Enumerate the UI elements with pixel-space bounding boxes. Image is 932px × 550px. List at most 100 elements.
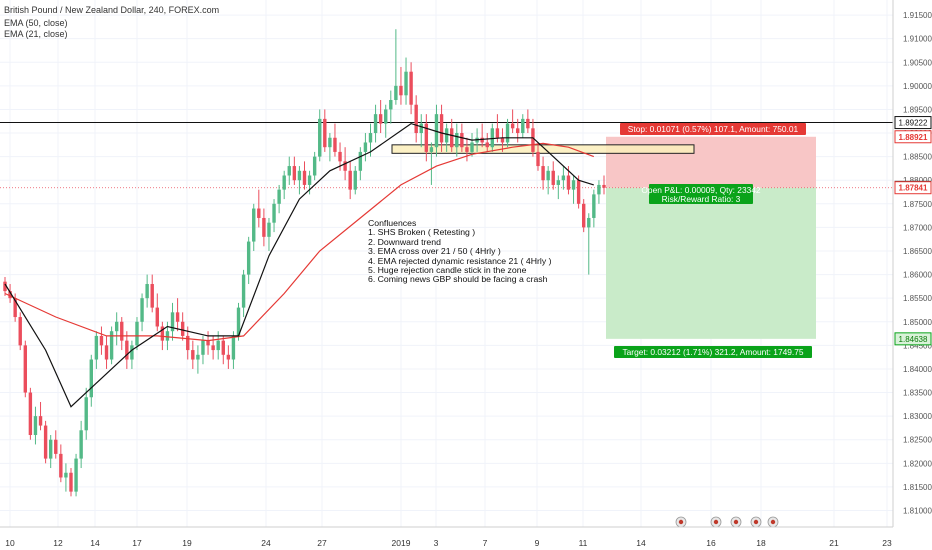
candle-body bbox=[175, 312, 180, 322]
x-tick-label: 2019 bbox=[392, 538, 411, 548]
x-tick-label: 23 bbox=[882, 538, 892, 548]
candle-body bbox=[541, 166, 545, 181]
y-tick-label: 1.89500 bbox=[903, 105, 932, 114]
candle-body bbox=[155, 307, 159, 327]
candle-body bbox=[480, 137, 484, 143]
candle-body bbox=[389, 100, 393, 110]
candle-body bbox=[282, 175, 286, 190]
price-tag-bg bbox=[894, 116, 932, 130]
candle-body bbox=[38, 416, 43, 426]
candle-body bbox=[180, 321, 185, 336]
candle-body bbox=[592, 194, 596, 218]
y-tick-label: 1.91000 bbox=[903, 35, 932, 44]
candle-body bbox=[455, 133, 459, 148]
y-tick-label: 1.85500 bbox=[903, 294, 932, 303]
x-tick-label: 3 bbox=[434, 538, 439, 548]
candle-body bbox=[252, 208, 256, 242]
candle-body bbox=[3, 281, 7, 292]
candle-body bbox=[23, 345, 28, 393]
x-tick-label: 19 bbox=[182, 538, 192, 548]
supply-zone-box bbox=[391, 144, 695, 154]
price-tag: 1.84638 bbox=[899, 335, 928, 344]
candle-body bbox=[576, 180, 581, 204]
candle-body bbox=[297, 170, 302, 181]
open-pnl-badge-bg bbox=[649, 184, 753, 204]
candle-body bbox=[348, 170, 352, 190]
candle-body bbox=[363, 142, 368, 152]
y-tick-label: 1.90500 bbox=[903, 58, 932, 67]
candle-body bbox=[89, 359, 93, 398]
candle-body bbox=[465, 147, 469, 152]
x-tick-label: 11 bbox=[579, 538, 588, 548]
x-tick-label: 16 bbox=[706, 538, 716, 548]
note-item: 5. Huge rejection candle stick in the zo… bbox=[368, 265, 527, 276]
price-tag: 1.88921 bbox=[899, 133, 928, 142]
target-zone bbox=[606, 187, 816, 339]
candle-body bbox=[287, 166, 291, 176]
candle-body bbox=[470, 142, 474, 152]
candle-body bbox=[343, 161, 347, 171]
price-tag: 1.89222 bbox=[899, 119, 928, 128]
candle-body bbox=[99, 335, 104, 346]
y-tick-label: 1.86000 bbox=[903, 271, 932, 280]
candle-body bbox=[28, 392, 33, 436]
candle-body bbox=[323, 118, 327, 148]
candle-body bbox=[43, 425, 48, 459]
event-flag-dot bbox=[713, 519, 719, 525]
candle-body bbox=[246, 241, 251, 275]
y-tick-label: 1.90000 bbox=[903, 82, 932, 91]
price-tag-bg bbox=[894, 130, 932, 144]
candle-body bbox=[221, 340, 225, 355]
y-tick-label: 1.91500 bbox=[903, 11, 932, 20]
target-badge-bg bbox=[614, 346, 812, 358]
symbol-title: British Pound / New Zealand Dollar, 240,… bbox=[4, 5, 220, 15]
open-pnl-badge-text: Open P&L: 0.00009, Qty: 23342 bbox=[641, 185, 761, 195]
candle-body bbox=[160, 326, 165, 341]
candle-body bbox=[384, 109, 388, 124]
candle-body bbox=[460, 133, 464, 148]
x-tick-label: 24 bbox=[261, 538, 271, 548]
candle-body bbox=[312, 156, 317, 176]
candle-body bbox=[510, 123, 515, 129]
candle-body bbox=[196, 354, 200, 360]
event-flag-dot bbox=[678, 519, 684, 525]
candle-body bbox=[521, 118, 525, 134]
event-flag-dot bbox=[753, 519, 759, 525]
y-tick-label: 1.83000 bbox=[903, 412, 932, 421]
candle-body bbox=[94, 335, 99, 360]
candle-body bbox=[368, 133, 373, 143]
x-tick-label: 17 bbox=[132, 538, 142, 548]
ema50-line bbox=[4, 142, 595, 342]
candle-body bbox=[150, 284, 154, 308]
event-flag-dot bbox=[733, 519, 739, 525]
candle-body bbox=[236, 307, 241, 336]
candle-body bbox=[48, 439, 53, 459]
candle-body bbox=[125, 340, 129, 360]
position-zones bbox=[606, 136, 816, 339]
note-item: 4. EMA rejected dynamic resistance 21 ( … bbox=[368, 255, 552, 266]
candle-body bbox=[211, 345, 215, 351]
candle-body bbox=[602, 184, 606, 188]
candle-body bbox=[302, 170, 307, 185]
x-tick-label: 14 bbox=[90, 538, 100, 548]
y-tick-label: 1.87500 bbox=[903, 200, 932, 209]
candle-body bbox=[59, 453, 63, 478]
y-tick-label: 1.81500 bbox=[903, 483, 932, 492]
candle-body bbox=[424, 123, 429, 152]
candle-body bbox=[409, 71, 413, 105]
candle-body bbox=[267, 222, 271, 237]
candle-body bbox=[145, 284, 149, 299]
candle-body bbox=[531, 128, 535, 152]
x-tick-label: 7 bbox=[483, 538, 488, 548]
candle-body bbox=[54, 439, 58, 454]
candle-body bbox=[272, 203, 276, 223]
x-tick-label: 10 bbox=[5, 538, 15, 548]
candle-body bbox=[79, 430, 83, 459]
candle-body bbox=[257, 208, 261, 218]
y-tick-label: 1.87000 bbox=[903, 223, 932, 232]
y-tick-label: 1.82500 bbox=[903, 436, 932, 445]
candle-body bbox=[490, 128, 495, 148]
candle-body bbox=[18, 317, 22, 346]
